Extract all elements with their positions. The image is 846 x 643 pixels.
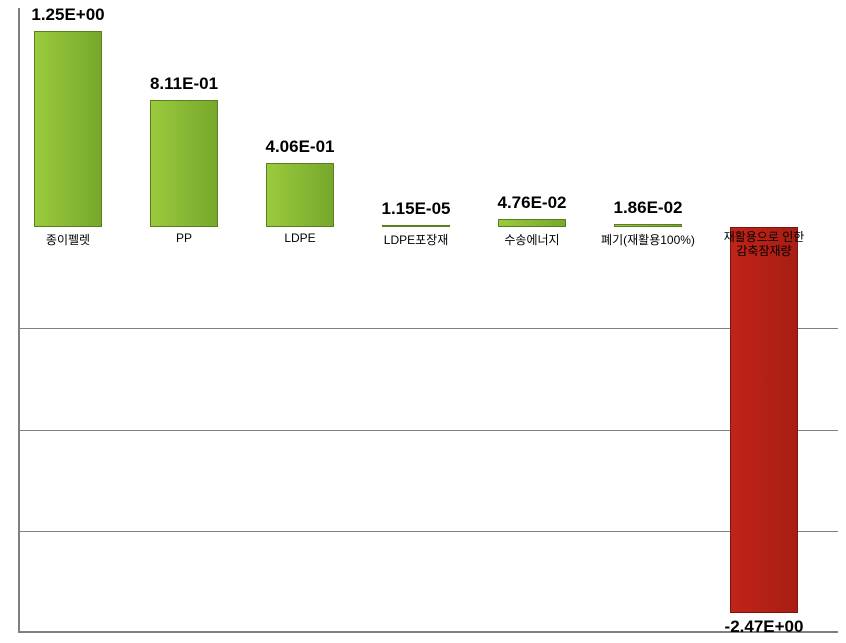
category-label: LDPE [242, 231, 358, 245]
category-label: 종이펠렛 [10, 231, 126, 248]
data-label: 1.25E+00 [14, 5, 122, 25]
data-label: 4.76E-02 [478, 193, 586, 213]
bar [614, 224, 682, 227]
data-label: -2.47E+00 [710, 617, 818, 637]
bar [498, 219, 566, 226]
gridline [20, 328, 838, 329]
data-label: 8.11E-01 [130, 74, 238, 94]
bar [34, 31, 102, 226]
gridline [20, 430, 838, 431]
bar [730, 227, 798, 613]
data-label: 1.15E-05 [362, 199, 470, 219]
bar-chart: 1.25E+00 종이펠렛 8.11E-01 PP 4.06E-01 LDPE 1.15E-… [0, 0, 846, 643]
bar [150, 100, 218, 227]
data-label: 1.86E-02 [594, 198, 702, 218]
data-label: 4.06E-01 [246, 137, 354, 157]
bar [382, 225, 450, 227]
category-label: 폐기(재활용100%) [590, 231, 706, 248]
category-label: LDPE포장재 [358, 231, 474, 248]
category-label: 재활용으로 인한감축잠재량 [706, 231, 822, 259]
category-label: 수송에너지 [474, 231, 590, 248]
bar [266, 163, 334, 226]
gridline [20, 531, 838, 532]
category-label: PP [126, 231, 242, 245]
plot-area: 1.25E+00종이펠렛8.11E-01PP4.06E-01LDPE1.15E-… [18, 8, 838, 633]
